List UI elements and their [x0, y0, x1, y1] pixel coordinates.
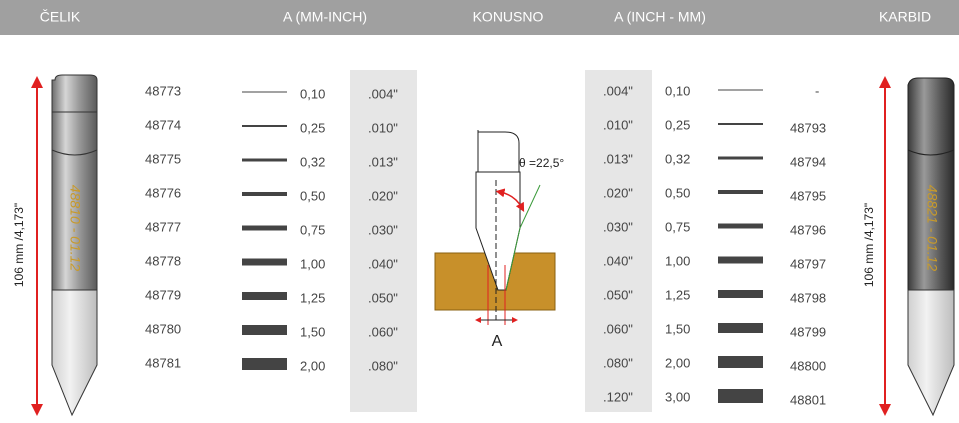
part-number: 48778	[145, 253, 181, 268]
part-number: 48793	[790, 120, 826, 135]
mm-value: 0,10	[665, 83, 690, 98]
tool-label: 48810 - 01.12	[67, 185, 83, 272]
width-sample	[718, 223, 763, 229]
part-number: 48776	[145, 185, 181, 200]
width-sample	[718, 323, 763, 333]
mm-value: 0,75	[300, 222, 325, 237]
part-number: 48780	[145, 321, 181, 336]
inch-column	[350, 70, 417, 412]
inch-value: .040"	[603, 253, 633, 268]
inch-value: .010"	[368, 120, 398, 135]
part-number: 48800	[790, 358, 826, 373]
mm-value: 0,32	[665, 151, 690, 166]
mm-value: 1,00	[665, 253, 690, 268]
width-sample	[718, 256, 763, 264]
width-sample	[242, 158, 287, 162]
mm-value: 1,50	[665, 321, 690, 336]
width-sample	[242, 91, 287, 93]
inch-value: .020"	[368, 188, 398, 203]
inch-value: .040"	[368, 256, 398, 271]
tool-label: 48821 - 01.12	[924, 185, 940, 272]
column-header: KARBID	[879, 9, 931, 25]
width-sample	[718, 156, 763, 160]
width-sample	[718, 89, 763, 91]
mm-value: 0,10	[300, 86, 325, 101]
tool-length: 106 mm /4,173"	[862, 203, 876, 287]
inch-value: .120"	[603, 389, 633, 404]
mm-value: 1,50	[300, 324, 325, 339]
width-sample	[718, 123, 763, 125]
width-sample	[242, 192, 287, 196]
part-number: 48799	[790, 324, 826, 339]
inch-value: .060"	[603, 321, 633, 336]
inch-value: .010"	[603, 117, 633, 132]
width-sample	[242, 258, 287, 266]
part-number: 48794	[790, 154, 826, 169]
mm-value: 2,00	[300, 358, 325, 373]
dimension-label: A	[492, 333, 503, 350]
part-number: -	[815, 83, 819, 98]
column-header: KONUSNO	[473, 9, 544, 25]
inch-value: .013"	[368, 154, 398, 169]
mm-value: 0,32	[300, 154, 325, 169]
cone-diagram	[434, 130, 556, 325]
column-header: A (MM-INCH)	[283, 9, 367, 25]
mm-value: 1,00	[300, 256, 325, 271]
mm-value: 3,00	[665, 389, 690, 404]
mm-value: 2,00	[665, 355, 690, 370]
width-sample	[242, 325, 287, 335]
inch-value: .013"	[603, 151, 633, 166]
header-bar	[0, 0, 959, 35]
part-number: 48796	[790, 222, 826, 237]
inch-value: .004"	[603, 83, 633, 98]
inch-value: .020"	[603, 185, 633, 200]
part-number: 48798	[790, 290, 826, 305]
mm-value: 1,25	[300, 290, 325, 305]
part-number: 48774	[145, 117, 181, 132]
inch-value: .030"	[603, 219, 633, 234]
width-sample	[718, 389, 763, 403]
inch-value: .050"	[603, 287, 633, 302]
part-number: 48773	[145, 83, 181, 98]
part-number: 48797	[790, 256, 826, 271]
mm-value: 1,25	[665, 287, 690, 302]
inch-value: .050"	[368, 290, 398, 305]
carbide-tool	[879, 76, 955, 417]
inch-value: .030"	[368, 222, 398, 237]
part-number: 48775	[145, 151, 181, 166]
inch-value: .004"	[368, 86, 398, 101]
part-number: 48779	[145, 287, 181, 302]
part-number: 48777	[145, 219, 181, 234]
column-header: ČELIK	[40, 9, 81, 25]
mm-value: 0,25	[665, 117, 690, 132]
width-sample	[242, 225, 287, 231]
mm-value: 0,75	[665, 219, 690, 234]
column-header: A (INCH - MM)	[614, 9, 706, 25]
width-sample	[242, 292, 287, 300]
width-sample	[242, 125, 287, 127]
inch-value: .060"	[368, 324, 398, 339]
mm-value: 0,25	[300, 120, 325, 135]
width-sample	[718, 356, 763, 368]
angle-label: θ =22,5°	[519, 156, 564, 170]
inch-value: .080"	[368, 358, 398, 373]
mm-value: 0,50	[300, 188, 325, 203]
width-sample	[242, 358, 287, 370]
part-number: 48781	[145, 355, 181, 370]
inch-column	[585, 70, 652, 412]
part-number: 48801	[790, 392, 826, 407]
inch-value: .080"	[603, 355, 633, 370]
width-sample	[718, 290, 763, 298]
part-number: 48795	[790, 188, 826, 203]
tool-length: 106 mm /4,173"	[12, 203, 26, 287]
steel-tool	[31, 74, 98, 417]
width-sample	[718, 190, 763, 194]
mm-value: 0,50	[665, 185, 690, 200]
